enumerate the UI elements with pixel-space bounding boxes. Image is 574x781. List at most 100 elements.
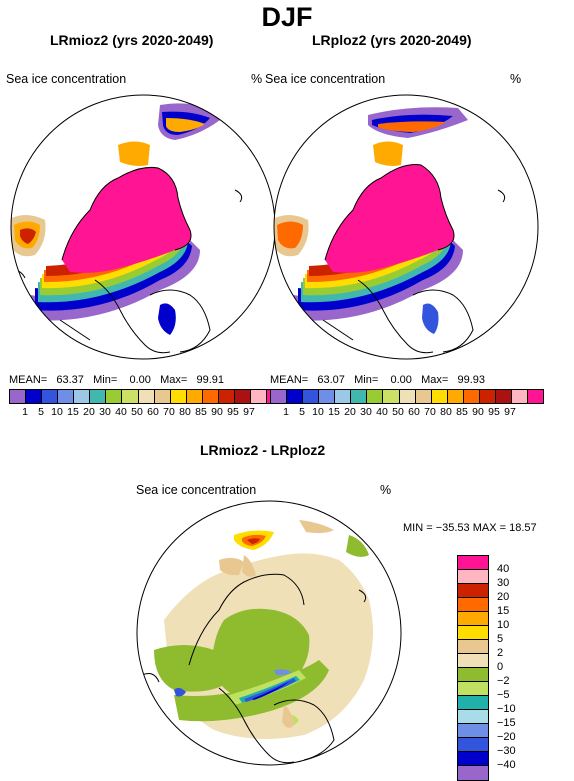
panel-2-map (273, 94, 539, 360)
colorbar-label: 2 (497, 647, 504, 659)
panel-1-colorbar (9, 389, 283, 404)
colorbar-label: 30 (360, 406, 372, 418)
colorbar-label: 70 (163, 406, 175, 418)
colorbar-swatch (42, 390, 59, 403)
colorbar-label: −2 (497, 675, 510, 687)
colorbar-label: 60 (408, 406, 420, 418)
colorbar-label: 20 (344, 406, 356, 418)
colorbar-label: 10 (312, 406, 324, 418)
colorbar-swatch (463, 390, 480, 403)
diff-unit: % (380, 483, 392, 497)
colorbar-swatch (458, 612, 488, 626)
colorbar-swatch (303, 390, 320, 403)
colorbar-label: 40 (376, 406, 388, 418)
diff-colorbar-labels: 40 30 20 15 10 5 2 0 −2 −5 −10 −15 −20 −30 −40 (497, 555, 557, 779)
colorbar-label: 90 (211, 406, 223, 418)
panel-1-title: LRmioz2 (yrs 2020-2049) (50, 32, 214, 48)
colorbar-label: 40 (115, 406, 127, 418)
panel-2-stats: MEAN= 63.07 Min= 0.00 Max= 99.93 (270, 374, 485, 386)
colorbar-label: 85 (195, 406, 207, 418)
colorbar-swatch (511, 390, 528, 403)
colorbar-swatch (90, 390, 107, 403)
diff-map (136, 500, 402, 766)
colorbar-swatch (495, 390, 512, 403)
colorbar-swatch (431, 390, 448, 403)
colorbar-swatch (106, 390, 123, 403)
colorbar-label: 60 (147, 406, 159, 418)
panel-1-stats: MEAN= 63.37 Min= 0.00 Max= 99.91 (9, 374, 224, 386)
colorbar-swatch (250, 390, 267, 403)
colorbar-swatch (122, 390, 139, 403)
colorbar-label: 50 (392, 406, 404, 418)
colorbar-swatch (186, 390, 203, 403)
colorbar-label: 95 (227, 406, 239, 418)
panel-1-variable: Sea ice concentration (6, 72, 127, 86)
colorbar-swatch (458, 626, 488, 640)
colorbar-label: 10 (497, 619, 510, 631)
colorbar-swatch (287, 390, 304, 403)
colorbar-label: 0 (497, 661, 504, 673)
colorbar-label: 97 (504, 406, 516, 418)
colorbar-swatch (479, 390, 496, 403)
diff-variable: Sea ice concentration (136, 483, 257, 497)
colorbar-swatch (170, 390, 187, 403)
colorbar-swatch (458, 724, 488, 738)
colorbar-label: 30 (497, 577, 510, 589)
diff-title: LRmioz2 - LRploz2 (200, 442, 326, 458)
colorbar-label: 95 (488, 406, 500, 418)
colorbar-swatch (458, 682, 488, 696)
colorbar-swatch (399, 390, 416, 403)
panel-2-colorbar (270, 389, 544, 404)
colorbar-swatch (458, 710, 488, 724)
colorbar-label: 20 (497, 591, 510, 603)
colorbar-label: 80 (179, 406, 191, 418)
diff-colorbar (457, 555, 489, 781)
panel-2-title: LRploz2 (yrs 2020-2049) (312, 32, 472, 48)
colorbar-swatch (458, 640, 488, 654)
colorbar-label: −40 (497, 759, 516, 771)
colorbar-label: 1 (22, 406, 28, 418)
colorbar-swatch (58, 390, 75, 403)
colorbar-swatch (154, 390, 171, 403)
colorbar-label: 90 (472, 406, 484, 418)
panel-2-colorbar-labels: 1 5 10 15 20 30 40 50 60 70 80 85 90 95 97 (270, 406, 542, 420)
colorbar-swatch (458, 696, 488, 710)
colorbar-label: 30 (99, 406, 111, 418)
colorbar-swatch (458, 752, 488, 766)
colorbar-swatch (383, 390, 400, 403)
colorbar-label: 5 (497, 633, 504, 645)
colorbar-label: 85 (456, 406, 468, 418)
colorbar-swatch (271, 390, 288, 403)
colorbar-swatch (335, 390, 352, 403)
colorbar-label: 1 (283, 406, 289, 418)
colorbar-label: −30 (497, 745, 516, 757)
colorbar-swatch (218, 390, 235, 403)
colorbar-label: 50 (131, 406, 143, 418)
panel-1-map (10, 94, 276, 360)
colorbar-swatch (458, 654, 488, 668)
colorbar-label: 80 (440, 406, 452, 418)
panel-2-unit: % (510, 72, 522, 86)
colorbar-label: 5 (38, 406, 44, 418)
colorbar-swatch (234, 390, 251, 403)
colorbar-swatch (74, 390, 91, 403)
colorbar-swatch (447, 390, 464, 403)
diff-minmax: MIN = −35.53 MAX = 18.57 (403, 522, 537, 534)
colorbar-swatch (10, 390, 27, 403)
colorbar-swatch (458, 584, 488, 598)
colorbar-label: −15 (497, 717, 516, 729)
colorbar-swatch (458, 766, 488, 780)
colorbar-label: 15 (67, 406, 79, 418)
colorbar-swatch (367, 390, 384, 403)
colorbar-swatch (351, 390, 368, 403)
panel-2-variable: Sea ice concentration (265, 72, 386, 86)
colorbar-label: −10 (497, 703, 516, 715)
colorbar-swatch (415, 390, 432, 403)
colorbar-label: −20 (497, 731, 516, 743)
colorbar-swatch (202, 390, 219, 403)
colorbar-swatch (458, 668, 488, 682)
colorbar-label: 40 (497, 563, 510, 575)
colorbar-label: 10 (51, 406, 63, 418)
colorbar-swatch (26, 390, 43, 403)
colorbar-label: 15 (328, 406, 340, 418)
